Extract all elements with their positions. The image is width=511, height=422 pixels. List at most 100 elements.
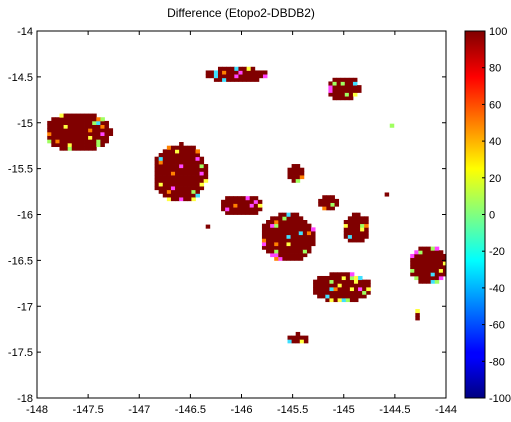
heatmap-cell bbox=[183, 156, 188, 161]
heatmap-cell bbox=[104, 120, 109, 125]
heatmap-cell bbox=[325, 286, 330, 292]
heatmap-cell bbox=[302, 253, 308, 258]
heatmap-cell bbox=[430, 253, 436, 259]
heatmap-cell bbox=[290, 231, 296, 236]
heatmap-cell bbox=[162, 167, 168, 172]
heatmap-cell bbox=[191, 171, 196, 176]
heatmap-cell bbox=[298, 216, 304, 221]
heatmap-cell bbox=[295, 331, 301, 337]
heatmap-cell bbox=[337, 272, 343, 277]
heatmap-cell bbox=[249, 210, 255, 215]
heatmap-cell bbox=[75, 120, 81, 125]
heatmap-cell bbox=[166, 189, 172, 194]
heatmap-cell bbox=[418, 279, 423, 284]
heatmap-cell bbox=[287, 175, 293, 180]
heatmap-cell bbox=[278, 231, 283, 236]
heatmap-cell bbox=[195, 153, 200, 158]
heatmap-cell bbox=[195, 189, 200, 194]
heatmap-cell bbox=[195, 178, 200, 183]
heatmap-cell bbox=[414, 261, 419, 266]
heatmap-cell bbox=[75, 128, 81, 133]
heatmap-cell bbox=[203, 167, 209, 172]
heatmap-cell bbox=[55, 124, 60, 129]
heatmap-cell bbox=[55, 135, 60, 140]
heatmap-cell bbox=[238, 66, 243, 71]
heatmap-cell bbox=[187, 153, 192, 158]
heatmap-cell bbox=[278, 220, 283, 225]
heatmap-cell bbox=[238, 70, 243, 75]
heatmap-cell bbox=[79, 124, 85, 129]
heatmap-cell bbox=[258, 74, 264, 79]
heatmap-cell bbox=[195, 156, 200, 161]
heatmap-cell bbox=[311, 231, 316, 236]
heatmap-cell bbox=[344, 81, 350, 86]
heatmap-cell bbox=[183, 149, 188, 154]
heatmap-cell bbox=[328, 88, 333, 93]
colorbar-tick-label: 20 bbox=[489, 173, 501, 185]
heatmap-cell bbox=[360, 216, 365, 221]
heatmap-cell bbox=[191, 189, 196, 194]
heatmap-cell bbox=[183, 175, 188, 180]
heatmap-cell bbox=[96, 131, 101, 136]
heatmap-cell bbox=[333, 297, 339, 303]
heatmap-cell bbox=[191, 178, 196, 183]
heatmap-cell bbox=[199, 178, 205, 183]
heatmap-cell bbox=[191, 145, 196, 150]
heatmap-cell bbox=[67, 146, 73, 151]
heatmap-cell bbox=[246, 74, 252, 79]
heatmap-cell bbox=[298, 223, 304, 228]
heatmap-cell bbox=[278, 245, 283, 250]
heatmap-cell bbox=[166, 145, 172, 150]
heatmap-cell bbox=[237, 210, 242, 215]
heatmap-cell bbox=[71, 131, 77, 136]
heatmap-cell bbox=[63, 146, 69, 151]
heatmap-cell bbox=[222, 74, 227, 79]
heatmap-cell bbox=[352, 88, 358, 93]
heatmap-cell bbox=[221, 207, 226, 212]
heatmap-cell bbox=[221, 199, 226, 204]
heatmap-cell bbox=[158, 156, 164, 161]
heatmap-cell bbox=[286, 231, 291, 236]
heatmap-cell bbox=[430, 268, 436, 273]
heatmap-cell bbox=[321, 279, 326, 284]
heatmap-cell bbox=[170, 160, 176, 165]
heatmap-cell bbox=[175, 175, 180, 180]
heatmap-cell bbox=[358, 294, 363, 299]
heatmap-cell bbox=[92, 128, 97, 133]
heatmap-cell bbox=[100, 128, 105, 133]
heatmap-cell bbox=[329, 272, 334, 277]
heatmap-cell bbox=[67, 139, 73, 144]
heatmap-cell bbox=[79, 139, 85, 144]
heatmap-cell bbox=[356, 223, 361, 228]
heatmap-cell bbox=[329, 290, 334, 295]
heatmap-cell bbox=[230, 70, 235, 75]
heatmap-cell bbox=[360, 238, 365, 243]
heatmap-cell bbox=[175, 197, 180, 202]
heatmap-cell bbox=[195, 167, 200, 172]
heatmap-cell bbox=[59, 128, 64, 133]
heatmap-cell bbox=[158, 164, 164, 169]
heatmap-cell bbox=[274, 245, 279, 250]
heatmap-cell bbox=[230, 66, 235, 71]
heatmap-cell bbox=[356, 234, 361, 239]
heatmap-cell bbox=[322, 202, 327, 207]
heatmap-cell bbox=[205, 74, 211, 79]
heatmap-cell bbox=[222, 77, 227, 82]
heatmap-cell bbox=[187, 182, 192, 187]
heatmap-cell bbox=[347, 220, 353, 225]
heatmap-cell bbox=[254, 77, 260, 82]
heatmap-cell bbox=[254, 74, 260, 79]
heatmap-cell bbox=[162, 193, 168, 198]
heatmap-cell bbox=[154, 171, 160, 176]
heatmap-cell bbox=[357, 85, 362, 90]
heatmap-cell bbox=[179, 167, 184, 172]
heatmap-cell bbox=[257, 203, 263, 208]
heatmap-cell bbox=[348, 81, 354, 86]
heatmap-cell bbox=[183, 178, 188, 183]
heatmap-cell bbox=[410, 261, 415, 266]
heatmap-cell bbox=[158, 171, 164, 176]
colorbar-tick-label: -100 bbox=[489, 393, 511, 405]
heatmap-cell bbox=[303, 335, 309, 340]
heatmap-cell bbox=[154, 167, 160, 172]
heatmap-cell bbox=[187, 178, 192, 183]
